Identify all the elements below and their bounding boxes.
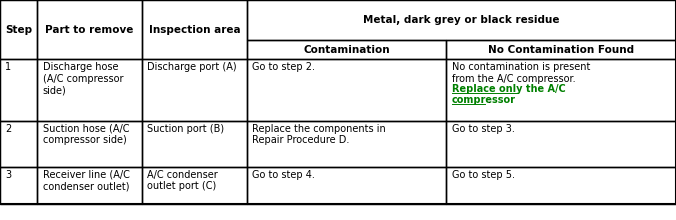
Bar xyxy=(446,40,676,59)
Bar xyxy=(142,59,247,121)
Text: Metal, dark grey or black residue: Metal, dark grey or black residue xyxy=(363,15,560,25)
Text: Replace only the A/C: Replace only the A/C xyxy=(452,84,565,94)
Text: Discharge hose
(A/C compressor
side): Discharge hose (A/C compressor side) xyxy=(43,62,123,95)
Bar xyxy=(446,59,676,121)
Text: Discharge port (A): Discharge port (A) xyxy=(147,62,237,72)
Text: Inspection area: Inspection area xyxy=(149,25,240,35)
Text: No contamination is present
from the A/C compressor.: No contamination is present from the A/C… xyxy=(452,62,590,84)
Text: compressor: compressor xyxy=(452,95,516,104)
Text: Go to step 4.: Go to step 4. xyxy=(252,170,315,180)
Bar xyxy=(142,167,247,204)
Text: Step: Step xyxy=(5,25,32,35)
Text: Receiver line (A/C
condenser outlet): Receiver line (A/C condenser outlet) xyxy=(43,170,130,191)
Text: Go to step 2.: Go to step 2. xyxy=(252,62,315,72)
Bar xyxy=(0,167,37,204)
Text: Part to remove: Part to remove xyxy=(45,25,134,35)
Bar xyxy=(37,0,142,59)
Text: A/C condenser
outlet port (C): A/C condenser outlet port (C) xyxy=(147,170,218,191)
Text: 1: 1 xyxy=(5,62,11,72)
Bar xyxy=(142,121,247,167)
Text: Replace the components in
Repair Procedure D.: Replace the components in Repair Procedu… xyxy=(252,124,386,145)
Text: Suction hose (A/C
compressor side): Suction hose (A/C compressor side) xyxy=(43,124,129,145)
Text: 3: 3 xyxy=(5,170,11,180)
Bar xyxy=(247,40,446,59)
Text: Go to step 5.: Go to step 5. xyxy=(452,170,514,180)
Text: .: . xyxy=(485,95,491,104)
Bar xyxy=(37,167,142,204)
Bar xyxy=(37,59,142,121)
Bar xyxy=(247,167,446,204)
Bar xyxy=(37,121,142,167)
Text: Contamination: Contamination xyxy=(303,44,390,55)
Bar xyxy=(247,121,446,167)
Bar xyxy=(0,59,37,121)
Text: No Contamination Found: No Contamination Found xyxy=(488,44,634,55)
Bar xyxy=(247,59,446,121)
Bar xyxy=(0,0,37,59)
Text: Suction port (B): Suction port (B) xyxy=(147,124,224,134)
Bar xyxy=(446,167,676,204)
Bar xyxy=(446,121,676,167)
Text: Go to step 3.: Go to step 3. xyxy=(452,124,514,134)
Bar xyxy=(142,0,247,59)
Bar xyxy=(247,0,676,40)
Text: 2: 2 xyxy=(5,124,11,134)
Bar xyxy=(0,121,37,167)
